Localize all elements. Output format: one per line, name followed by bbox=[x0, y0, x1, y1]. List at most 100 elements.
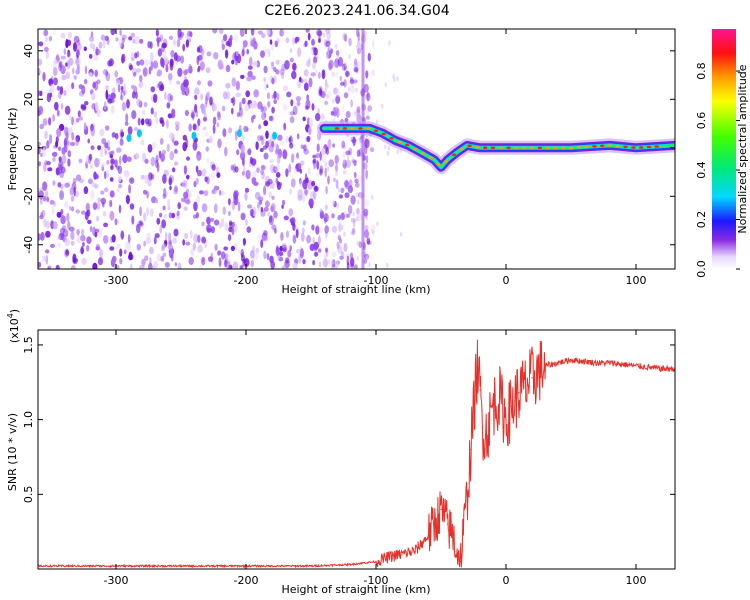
noise-blob bbox=[271, 195, 275, 200]
y-tick-label: 0.5 bbox=[22, 486, 35, 504]
noise-blob bbox=[311, 48, 314, 56]
noise-blob bbox=[120, 85, 124, 92]
noise-blob bbox=[155, 117, 159, 124]
noise-blob bbox=[247, 70, 253, 78]
noise-blob bbox=[180, 197, 186, 203]
noise-blob bbox=[302, 179, 308, 190]
noise-blob bbox=[98, 227, 103, 238]
ridge-peak bbox=[576, 146, 581, 149]
noise-blob bbox=[231, 227, 235, 236]
noise-blob bbox=[331, 213, 335, 219]
noise-blob bbox=[341, 140, 346, 149]
figure-title: C2E6.2023.241.06.34.G04 bbox=[264, 3, 449, 19]
noise-blob bbox=[104, 142, 109, 149]
noise-blob bbox=[323, 253, 328, 259]
noise-blob bbox=[213, 203, 218, 214]
noise-blob bbox=[279, 29, 284, 37]
noise-blob bbox=[162, 174, 167, 184]
noise-blob bbox=[176, 38, 181, 48]
snr-panel: -300 -200 -100 0 100 0.5 1.0 1.5 (x104) Height … bbox=[6, 309, 676, 596]
faint-blob bbox=[386, 262, 389, 268]
noise-blob bbox=[327, 175, 330, 185]
noise-blob bbox=[287, 243, 291, 250]
noise-blob bbox=[257, 233, 262, 243]
noise-blob bbox=[132, 38, 136, 44]
noise-blob bbox=[328, 90, 331, 100]
noise-blob bbox=[321, 147, 326, 155]
noise-blob bbox=[173, 52, 178, 61]
noise-blob bbox=[318, 248, 322, 253]
noise-blob bbox=[266, 92, 271, 100]
noise-blob bbox=[250, 259, 254, 268]
noise-blob bbox=[320, 90, 326, 99]
noise-blob bbox=[167, 198, 170, 208]
y-tick-label: 1.5 bbox=[22, 336, 35, 354]
noise-blob bbox=[63, 90, 67, 96]
noise-blob bbox=[111, 255, 117, 263]
faint-blob bbox=[356, 256, 359, 261]
ridge-peak bbox=[592, 145, 597, 148]
hot-spot bbox=[136, 129, 142, 138]
noise-blob bbox=[54, 59, 58, 65]
noise-blob bbox=[265, 130, 269, 139]
noise-blob bbox=[75, 58, 80, 64]
snr-point bbox=[498, 396, 501, 398]
noise-blob bbox=[202, 126, 207, 131]
noise-blob bbox=[92, 262, 98, 269]
noise-blob bbox=[129, 203, 135, 210]
noise-blob bbox=[354, 178, 359, 184]
noise-blob bbox=[44, 36, 49, 42]
snr-point bbox=[492, 404, 494, 406]
noise-blob bbox=[193, 201, 198, 212]
noise-blob bbox=[70, 195, 75, 202]
noise-blob bbox=[213, 185, 220, 191]
noise-blob bbox=[149, 246, 154, 255]
noise-blob bbox=[296, 133, 300, 140]
noise-blob bbox=[47, 265, 52, 269]
noise-blob bbox=[301, 194, 306, 203]
noise-blob bbox=[42, 72, 46, 82]
y-tick-label: -20 bbox=[22, 187, 35, 205]
snr-point bbox=[453, 538, 455, 540]
noise-blob bbox=[285, 37, 290, 44]
noise-blob bbox=[311, 38, 315, 46]
noise-blob bbox=[87, 138, 90, 144]
noise-blob bbox=[234, 166, 239, 173]
faint-blob bbox=[336, 203, 339, 209]
noise-blob bbox=[146, 207, 150, 216]
noise-blob bbox=[314, 251, 319, 257]
noise-blob bbox=[170, 254, 174, 262]
noise-blob bbox=[197, 80, 201, 86]
noise-blob bbox=[52, 66, 58, 77]
noise-blob bbox=[212, 116, 217, 126]
noise-blob bbox=[299, 177, 302, 185]
noise-blob bbox=[335, 87, 340, 98]
noise-blob bbox=[183, 206, 188, 211]
noise-blob bbox=[314, 68, 318, 74]
noise-blob bbox=[103, 235, 109, 244]
noise-blob bbox=[291, 153, 295, 164]
noise-blob bbox=[63, 48, 66, 55]
noise-blob bbox=[110, 105, 115, 114]
y-tick-label: -40 bbox=[22, 236, 35, 254]
ridge-peak bbox=[646, 145, 652, 149]
noise-blob bbox=[43, 218, 47, 228]
noise-blob bbox=[259, 199, 263, 205]
noise-blob bbox=[285, 230, 290, 239]
noise-blob bbox=[223, 246, 229, 251]
noise-blob bbox=[211, 189, 216, 195]
noise-blob bbox=[143, 189, 147, 195]
noise-blob bbox=[333, 106, 339, 114]
noise-blob bbox=[51, 151, 58, 157]
noise-blob bbox=[270, 205, 274, 213]
noise-blob bbox=[184, 75, 187, 81]
noise-blob bbox=[104, 171, 107, 180]
noise-blob bbox=[128, 36, 133, 41]
noise-blob bbox=[117, 84, 121, 93]
noise-blob bbox=[109, 177, 114, 182]
noise-blob bbox=[290, 99, 294, 107]
noise-blob bbox=[270, 203, 276, 213]
noise-blob bbox=[187, 30, 192, 37]
ridge-peak bbox=[615, 144, 620, 148]
noise-blob bbox=[235, 50, 239, 57]
